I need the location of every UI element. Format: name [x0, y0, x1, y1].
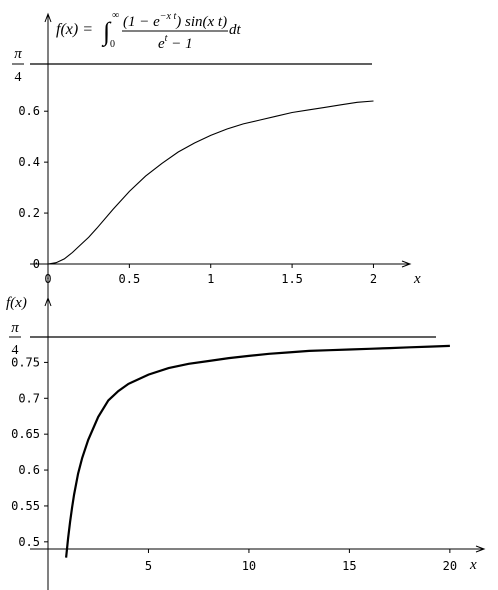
y-tick-label: 0.55	[11, 499, 40, 513]
y-tick-label: 0	[33, 257, 40, 271]
x-axis-label-top: x	[413, 271, 421, 287]
plot-bottom: 0.5 0.55 0.6 0.65 0.7 0.75 5 10 15 20 π 4 x f(x)	[6, 295, 486, 590]
formula-denominator: et − 1	[158, 33, 193, 52]
numerator-text: (1 − e	[123, 14, 160, 30]
series-line-top	[47, 100, 374, 265]
y-tick-label: 0.5	[18, 535, 40, 549]
numerator-rest: ) sin(x t)	[175, 14, 227, 30]
denominator-exponent: t	[165, 33, 168, 44]
denominator-rest: − 1	[167, 36, 192, 52]
ticks-bottom: 0.5 0.55 0.6 0.65 0.7 0.75 5 10 15 20	[11, 355, 457, 573]
numerator-exponent: −x t	[160, 11, 177, 22]
x-tick-label: 0	[44, 272, 51, 286]
pi-label-denominator-bottom: 4	[12, 343, 19, 358]
x-tick-label: 1	[207, 272, 214, 286]
pi-label-numerator-top: π	[14, 46, 22, 62]
x-tick-label: 10	[242, 559, 256, 573]
x-axis-arrow-top	[401, 260, 412, 268]
formula-numerator: (1 − e−x t) sin(x t)	[123, 11, 227, 30]
y-axis-arrow-top	[44, 12, 52, 23]
y-axis-label-bottom: f(x)	[6, 295, 27, 311]
formula-title: f(x) = ∫ ∞ 0 (1 − e−x t) sin(x t) et − 1…	[56, 10, 242, 52]
x-tick-label: 15	[342, 559, 356, 573]
y-tick-label: 0.65	[11, 427, 40, 441]
formula-differential: dt	[229, 22, 242, 38]
pi-label-numerator-bottom: π	[11, 320, 19, 336]
ticks-top: 0 0.2 0.4 0.6 0 0.5 1 1.5 2	[18, 104, 377, 286]
plot-top: 0 0.2 0.4 0.6 0 0.5 1 1.5 2 π 4 x	[12, 12, 421, 590]
x-axis-arrow-bottom	[475, 545, 486, 553]
formula-lhs: f(x) =	[56, 21, 93, 38]
x-tick-label: 0.5	[119, 272, 141, 286]
x-tick-label: 1.5	[281, 272, 303, 286]
x-axis-label-bottom: x	[469, 557, 477, 573]
y-tick-label: 0.6	[18, 463, 40, 477]
denominator-text: e	[158, 36, 165, 52]
integral-sign: ∫	[101, 17, 112, 47]
y-tick-label: 0.7	[18, 391, 40, 405]
x-tick-label: 2	[370, 272, 377, 286]
pi-over-4-label-top: π 4	[12, 46, 24, 85]
series-line-bottom	[65, 344, 450, 558]
y-tick-label: 0.4	[18, 155, 40, 169]
y-tick-label: 0.2	[18, 206, 40, 220]
y-tick-label: 0.6	[18, 104, 40, 118]
integral-upper-limit: ∞	[112, 10, 119, 21]
pi-label-denominator-top: 4	[15, 70, 22, 85]
pi-over-4-label-bottom: π 4	[9, 320, 21, 358]
y-tick-label: 0.75	[11, 355, 40, 369]
y-axis-arrow-bottom	[44, 296, 52, 307]
x-tick-label: 5	[145, 559, 152, 573]
x-tick-label: 20	[443, 559, 457, 573]
integral-lower-limit: 0	[110, 39, 115, 50]
